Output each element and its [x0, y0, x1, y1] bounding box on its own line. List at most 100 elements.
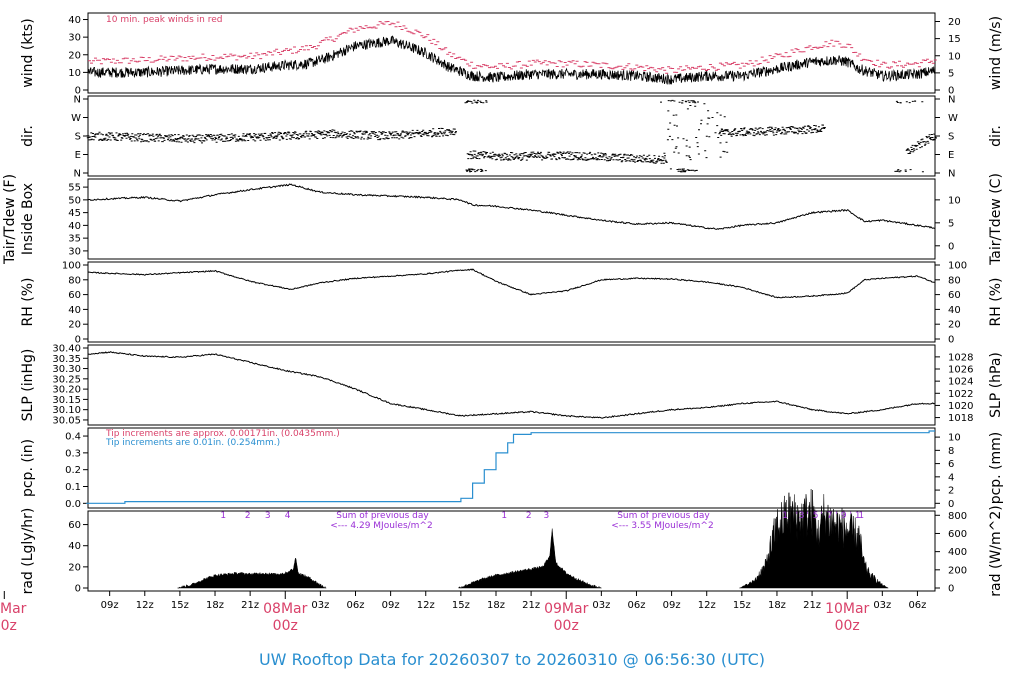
- pcp-annotation-2: Tip increments are 0.01in. (0.254mm.): [105, 438, 280, 448]
- temp-right-tick-label: 0: [948, 241, 954, 252]
- wind-ylabel-left: wind (kts): [20, 18, 36, 87]
- rad-hour-mark: 2: [526, 511, 532, 521]
- dir-right-tick-label: N: [948, 169, 955, 180]
- wind-left-tick-label: 0: [75, 86, 81, 97]
- temp-frame: [87, 178, 936, 260]
- wind-right-tick-label: 10: [948, 51, 961, 62]
- temp-series: [87, 183, 935, 230]
- rh-left-tick-label: 40: [68, 305, 81, 316]
- dir-ylabel-left: dir.: [20, 125, 36, 147]
- slp-left-tick-label: 30.35: [52, 354, 81, 365]
- dir-ylabel-right: dir.: [988, 125, 1004, 147]
- day-label-hour: 00z: [0, 618, 17, 634]
- rad-left-tick-label: 20: [68, 562, 81, 573]
- slp-right-tick-label: 1024: [948, 377, 973, 388]
- rh-left-tick-label: 80: [68, 275, 81, 286]
- rh-frame: [87, 261, 936, 343]
- wind-left-tick-label: 10: [68, 68, 81, 79]
- wind-frame: [87, 12, 936, 94]
- rad-annotation-line1-0: Sum of previous day: [336, 511, 429, 521]
- slp-left-tick-label: 30.15: [52, 395, 81, 406]
- dir-series-3: [905, 133, 937, 154]
- rad-hour-mark: 3: [265, 511, 271, 521]
- pcp-right-tick-label: 10: [948, 433, 961, 444]
- rad-hour-mark: 4: [285, 511, 291, 521]
- pcp-right-tick-label: 2: [948, 486, 954, 497]
- temp-right-tick-label: 5: [948, 218, 954, 229]
- wind-left-tick-label: 40: [68, 15, 81, 26]
- wind-right-tick-label: 5: [948, 68, 954, 79]
- rad-annotation-line2-1: <--- 3.55 MJoules/m^2: [611, 521, 713, 531]
- rad-right-tick-label: 800: [948, 511, 967, 522]
- day-label: 09Mar: [544, 601, 588, 617]
- dir-left-tick-label: N: [74, 169, 81, 180]
- day-label: 10Mar: [825, 601, 869, 617]
- rad-hour-mark: 1: [220, 511, 226, 521]
- x-tick-label: 06z: [908, 600, 926, 611]
- rad-hour-mark: ': [806, 511, 808, 521]
- wind-left-tick-label: 30: [68, 33, 81, 44]
- x-tick-label: 12z: [417, 600, 435, 611]
- x-tick-label: 03z: [311, 600, 329, 611]
- dir-left-tick-label: W: [71, 113, 81, 124]
- x-tick-label: 18z: [768, 600, 786, 611]
- rh-left-tick-label: 60: [68, 290, 81, 301]
- x-tick-label: 12z: [136, 600, 154, 611]
- x-tick-label: 09z: [663, 600, 681, 611]
- pcp-left-tick-label: 0.4: [65, 432, 81, 443]
- temp-ylabel-left: Tair/Tdew (F): [2, 174, 18, 265]
- temp-left-tick-label: 50: [68, 195, 81, 206]
- day-label: 08Mar: [263, 601, 307, 617]
- dir-series-1: [466, 150, 668, 164]
- wind-left-tick-label: 20: [68, 50, 81, 61]
- wind-series: [87, 35, 935, 85]
- pcp-right-tick-label: 8: [948, 446, 954, 457]
- pcp-right-tick-label: 4: [948, 472, 954, 483]
- x-tick-label: 09z: [101, 600, 119, 611]
- x-tick-label: 21z: [803, 600, 821, 611]
- rad-hour-mark: 3: [799, 511, 805, 521]
- rad-hour-mark: 2: [245, 511, 251, 521]
- x-tick-label: 15z: [733, 600, 751, 611]
- pcp-right-tick-label: 0: [948, 499, 954, 510]
- rad-right-tick-label: 0: [948, 584, 954, 595]
- slp-left-tick-label: 30.20: [52, 385, 81, 396]
- rad-series-day1: [177, 557, 327, 589]
- rad-hour-mark: 3: [543, 511, 549, 521]
- dir-left-tick-label: S: [75, 132, 81, 143]
- x-tick-label: 03z: [873, 600, 891, 611]
- pcp-left-tick-label: 0.3: [65, 448, 81, 459]
- rh-series: [87, 268, 935, 299]
- slp-ylabel-left: SLP (inHg): [20, 349, 36, 422]
- rad-hour-mark: 1: [782, 511, 788, 521]
- slp-right-tick-label: 1028: [948, 352, 973, 363]
- x-tick-label: 06z: [347, 600, 365, 611]
- x-tick-label: 03z: [592, 600, 610, 611]
- rad-annotation-line2-0: <--- 4.29 MJoules/m^2: [330, 521, 432, 531]
- wind-right-tick-label: 0: [948, 86, 954, 97]
- pcp-left-tick-label: 0.0: [65, 499, 81, 510]
- rad-right-tick-label: 600: [948, 529, 967, 540]
- pcp-annotation-1: Tip increments are approx. 0.00171in. (0…: [105, 429, 340, 439]
- dir-right-tick-label: S: [948, 132, 954, 143]
- slp-right-tick-label: 1018: [948, 413, 973, 424]
- rad-annotation-line1-1: Sum of previous day: [617, 511, 710, 521]
- rh-right-tick-label: 60: [948, 290, 961, 301]
- x-tick-label: 09z: [382, 600, 400, 611]
- pcp-ylabel-right: pcp. (mm): [988, 432, 1004, 505]
- temp-right-tick-label: 10: [948, 195, 961, 206]
- rh-ylabel-right: RH (%): [988, 278, 1004, 327]
- x-tick-label: 15z: [452, 600, 470, 611]
- slp-series: [87, 351, 935, 419]
- rh-right-tick-label: 0: [948, 335, 954, 346]
- wind-right-tick-label: 20: [948, 17, 961, 28]
- rad-hour-mark: ': [820, 511, 822, 521]
- dir-frame: [87, 95, 936, 177]
- rh-right-tick-label: 100: [948, 261, 967, 272]
- wind-right-tick-label: 15: [948, 34, 961, 45]
- dir-right-tick-label: N: [948, 95, 955, 106]
- rh-ylabel-left: RH (%): [20, 278, 36, 327]
- temp-left-tick-label: 30: [68, 246, 81, 257]
